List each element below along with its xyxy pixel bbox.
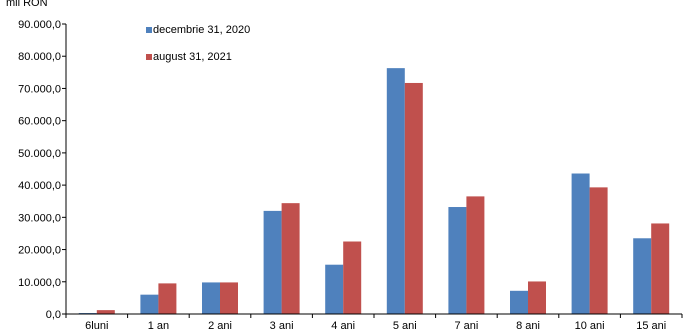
bar-series2 [220, 282, 238, 314]
y-tick-label: 50.000,0 [18, 148, 61, 160]
y-tick-label: 10.000,0 [18, 277, 61, 289]
y-tick-label: 40.000,0 [18, 180, 61, 192]
y-tick-label: 70.000,0 [18, 83, 61, 95]
bar-series2 [466, 196, 485, 314]
y-axis-unit-label: mil RON [6, 0, 48, 9]
bar-series1 [140, 294, 159, 314]
x-tick-label: 1 an [148, 320, 169, 332]
y-tick-label: 20.000,0 [18, 245, 61, 257]
bar-series1 [263, 210, 282, 314]
bar-series1 [510, 290, 528, 314]
bar-series2 [528, 281, 546, 314]
bar-series2 [281, 203, 300, 314]
x-tick-label: 6luni [85, 320, 108, 332]
x-tick-label: 2 ani [208, 320, 232, 332]
legend-swatch [146, 27, 152, 33]
y-tick-label: 30.000,0 [18, 212, 61, 224]
bar-series2 [404, 82, 423, 314]
bar-series2 [158, 283, 177, 314]
legend-label: august 31, 2021 [153, 51, 232, 63]
legend: decembrie 31, 2020 august 31, 2021 [146, 24, 250, 63]
x-tick-label: 10 ani [575, 320, 605, 332]
x-tick-label: 3 ani [270, 320, 294, 332]
legend-swatch [146, 54, 152, 60]
x-tick-label: 7 ani [454, 320, 478, 332]
bar-series2 [343, 241, 362, 314]
bar-series1 [448, 207, 467, 314]
bar-series1 [386, 68, 405, 315]
legend-label: decembrie 31, 2020 [153, 24, 250, 36]
bar-series2 [589, 187, 608, 314]
bar-series2 [651, 223, 670, 314]
x-tick-label: 8 ani [516, 320, 540, 332]
y-tick-label: 90.000,0 [18, 19, 61, 31]
y-tick-label: 60.000,0 [18, 116, 61, 128]
y-tick-label: 80.000,0 [18, 51, 61, 63]
bar-series1 [325, 264, 344, 314]
bar-series1 [202, 282, 220, 314]
y-tick-label: 0,0 [46, 309, 61, 321]
x-tick-label: 15 ani [636, 320, 666, 332]
bar-series2 [96, 310, 115, 314]
x-tick-label: 4 ani [331, 320, 355, 332]
bar-series1 [633, 238, 652, 314]
x-tick-label: 5 ani [393, 320, 417, 332]
bar-series1 [571, 173, 590, 314]
